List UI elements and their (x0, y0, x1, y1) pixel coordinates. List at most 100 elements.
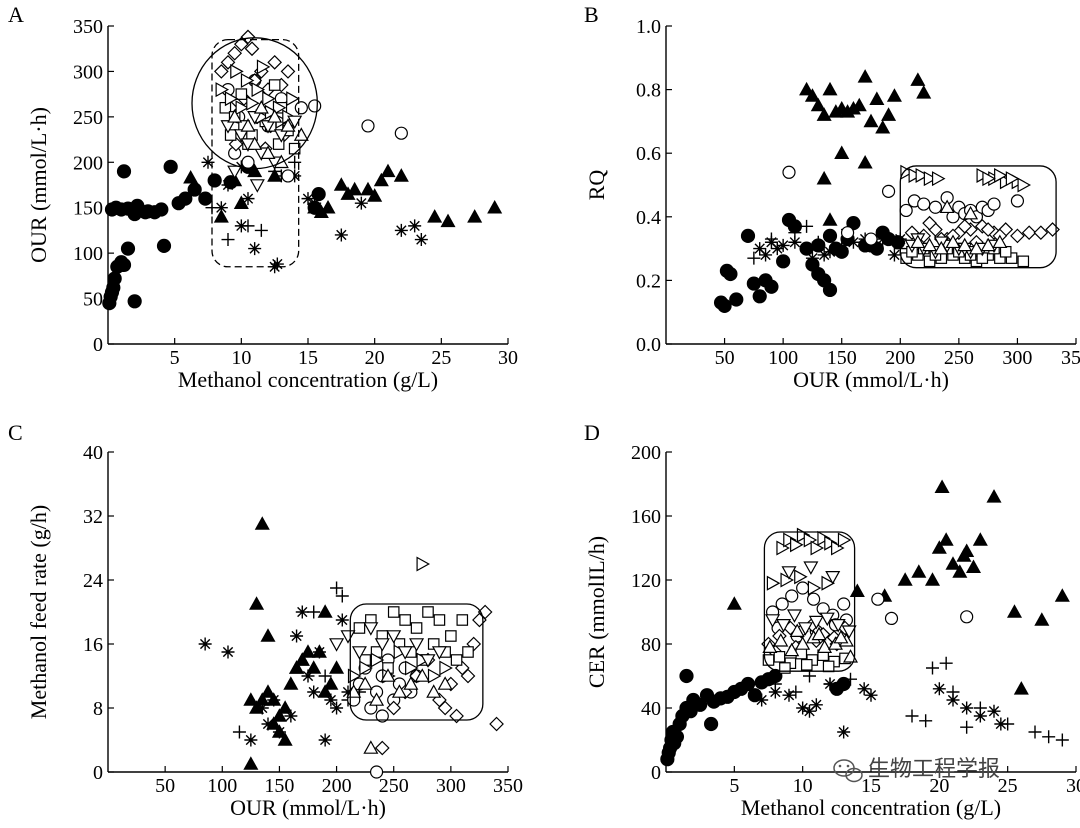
data-point (765, 614, 781, 628)
x-axis-label: OUR (mmol/L·h) (230, 795, 386, 820)
data-point (740, 676, 756, 692)
series-open-circle (765, 581, 974, 643)
data-point (789, 685, 803, 699)
data-point (1013, 681, 1029, 695)
data-point (797, 622, 813, 636)
data-point (363, 622, 379, 636)
data-point (178, 191, 193, 206)
series-open-square (762, 647, 851, 674)
data-point (183, 169, 199, 184)
data-point (207, 173, 222, 188)
x-tick-label: 15 (861, 775, 881, 797)
data-point (399, 614, 411, 626)
x-tick-label: 150 (264, 775, 294, 797)
x-tick-label: 50 (715, 347, 735, 369)
data-point (987, 704, 1001, 718)
data-point (973, 709, 987, 723)
data-point (391, 684, 407, 698)
wechat-icon (833, 759, 863, 783)
data-point (786, 609, 802, 623)
data-point (781, 566, 797, 580)
data-point (994, 252, 1006, 264)
data-point (939, 199, 955, 214)
data-point (286, 91, 300, 107)
data-point (1005, 171, 1020, 187)
data-point (926, 661, 939, 675)
data-point (980, 237, 996, 252)
data-point (248, 242, 262, 256)
data-point (824, 535, 838, 551)
data-point (154, 202, 169, 217)
data-point (261, 717, 275, 731)
data-point (785, 589, 799, 603)
data-point (965, 559, 982, 574)
data-point (361, 119, 375, 133)
data-point (840, 226, 855, 240)
data-point (875, 120, 891, 134)
data-point (301, 192, 315, 206)
data-point (234, 219, 248, 233)
data-point (293, 127, 309, 141)
data-point (897, 572, 913, 586)
panel-letter: A (8, 2, 24, 27)
series-plus (205, 155, 302, 247)
data-point (679, 668, 694, 684)
x-tick-label: 10 (793, 775, 813, 797)
y-tick-label: 50 (83, 289, 103, 311)
data-point (1010, 228, 1025, 244)
data-point (308, 99, 322, 113)
panel-letter: B (584, 2, 599, 27)
data-point (776, 238, 790, 252)
data-point (982, 171, 996, 187)
data-point (857, 682, 871, 696)
data-point (241, 219, 255, 233)
x-tick-label: 250 (944, 347, 974, 369)
data-point (945, 234, 961, 249)
data-point (254, 516, 270, 530)
data-point (857, 69, 873, 83)
data-point (220, 120, 236, 134)
data-point (414, 668, 430, 682)
data-point (318, 669, 332, 683)
x-axis-label: OUR (mmol/L·h) (793, 367, 949, 392)
data-point (809, 698, 823, 712)
data-point (782, 688, 796, 702)
x-tick-label: 350 (493, 775, 523, 797)
data-point (844, 672, 857, 686)
data-point (273, 129, 289, 143)
x-tick-label: 20 (365, 347, 385, 369)
data-point (375, 709, 389, 723)
data-point (1045, 222, 1060, 237)
data-point (916, 85, 932, 99)
data-point (833, 629, 849, 644)
y-tick-label: 0 (651, 762, 661, 784)
panel-d: D 5 10 15 20 25 30 0 40 80 120 160 200 Methanol conce… (584, 420, 1080, 820)
data-point (999, 245, 1012, 258)
data-point (334, 228, 348, 242)
data-point (456, 614, 469, 626)
data-point (934, 479, 950, 493)
y-tick-label: 0.4 (636, 207, 661, 229)
panel-letter: D (584, 420, 600, 445)
data-point (357, 676, 373, 690)
data-point (308, 196, 322, 210)
data-point (347, 181, 363, 196)
x-tick-label: 30 (498, 347, 518, 369)
data-point (835, 242, 849, 256)
data-point (822, 228, 838, 243)
data-point (116, 257, 132, 273)
data-point (808, 615, 824, 630)
data-point (841, 625, 857, 639)
data-point (369, 692, 385, 706)
series-filled-triangle (243, 516, 345, 770)
panel-c: C 50 100 150 200 250 300 350 0 8 16 24 32 40 OUR (mmol… (8, 420, 523, 820)
x-tick-label: 50 (155, 775, 175, 797)
series-open-triangle-down (220, 111, 303, 193)
data-point (243, 692, 259, 706)
data-point (240, 118, 256, 132)
data-point (776, 540, 790, 556)
data-point (794, 569, 808, 585)
data-point (227, 109, 243, 123)
data-point (1005, 252, 1018, 264)
y-tick-label: 350 (73, 16, 103, 38)
